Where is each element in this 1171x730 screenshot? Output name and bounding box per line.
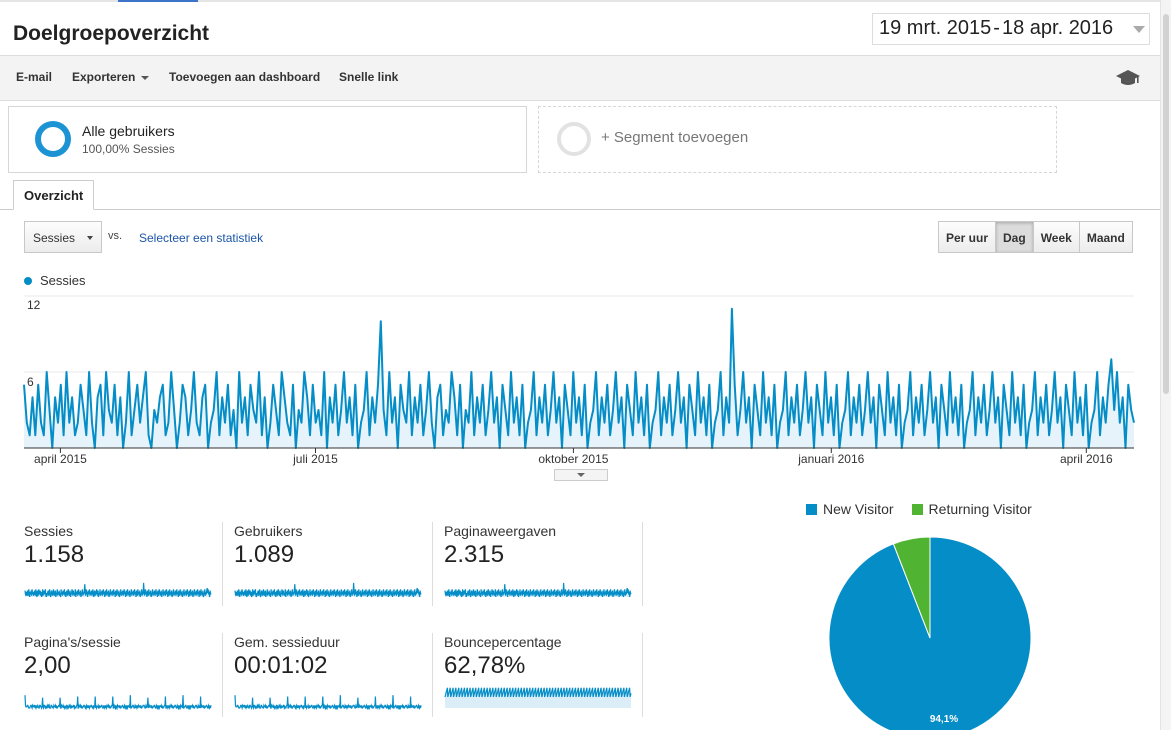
x-tick-label: april 2015 <box>34 452 87 466</box>
export-button[interactable]: Exporteren <box>72 70 150 84</box>
y-tick-label: 6 <box>27 375 34 389</box>
series-line <box>23 307 1135 449</box>
chevron-down-icon <box>577 473 585 477</box>
stat-value: 2,00 <box>24 652 71 679</box>
sparkline-line <box>234 695 422 710</box>
stat-label: Gem. sessieduur <box>234 634 340 650</box>
pie-legend-new-label: New Visitor <box>823 501 894 517</box>
scrollbar-thumb[interactable] <box>1163 14 1169 394</box>
stat-value: 1.089 <box>234 541 295 568</box>
legend-label: Sessies <box>40 273 86 288</box>
x-tick-label: oktober 2015 <box>538 452 608 466</box>
report-toolbar: E-mail Exporteren Toevoegen aan dashboar… <box>0 55 1160 101</box>
sparkline-line <box>234 582 422 598</box>
sessions-chart[interactable]: 12 6 april 2015 juli 2015 oktober 2015 januar… <box>0 290 1160 470</box>
pie-slice-returning-visitor <box>892 536 931 639</box>
period-month-button[interactable]: Maand <box>1079 221 1133 253</box>
add-to-dashboard-button[interactable]: Toevoegen aan dashboard <box>169 70 321 84</box>
stat-value: 1.158 <box>24 541 85 568</box>
chart-legend: Sessies <box>24 273 86 288</box>
date-separator: - <box>993 17 1000 39</box>
sparkline-line <box>444 687 632 698</box>
sparkline-area <box>445 687 631 708</box>
stat-value: 00:01:02 <box>234 652 328 679</box>
chevron-down-icon <box>1133 26 1145 33</box>
pie-legend-returning-label: Returning Visitor <box>928 501 1032 517</box>
period-toggle: Per uur Dag Week Maand <box>938 221 1133 253</box>
metric-select-value: Sessies <box>33 231 76 245</box>
pie-legend: New Visitor Returning Visitor <box>806 501 1032 517</box>
date-end: 18 apr. 2016 <box>1001 17 1114 39</box>
stat-value: 2.315 <box>444 541 505 568</box>
pie-slice-label: 94,1% <box>930 714 958 725</box>
pie-legend-new[interactable]: New Visitor <box>806 501 894 517</box>
pie-legend-returning[interactable]: Returning Visitor <box>911 501 1032 517</box>
stat-divider <box>222 522 223 606</box>
sparkline <box>234 582 422 598</box>
y-tick-label: 12 <box>27 298 41 312</box>
x-tick-label: juli 2015 <box>292 452 338 466</box>
sparkline <box>444 687 632 708</box>
export-label: Exporteren <box>72 70 136 84</box>
sparkline <box>234 695 422 710</box>
sparkline-line <box>24 582 212 598</box>
metric-select[interactable]: Sessies <box>24 221 102 253</box>
sparkline-line <box>24 695 212 710</box>
sparkline <box>24 582 212 598</box>
stat-label: Sessies <box>24 523 74 539</box>
date-range-picker[interactable]: 19 mrt. 2015-18 apr. 2016 <box>872 13 1150 45</box>
segment-subtitle: 100,00% Sessies <box>82 142 175 156</box>
tab-accent <box>118 0 198 2</box>
stat-divider <box>432 522 433 606</box>
stat-divider <box>432 633 433 717</box>
shortcut-button[interactable]: Snelle link <box>339 70 399 84</box>
chevron-down-icon <box>141 75 150 80</box>
stat-pageviews: Paginaweergaven 2.315 <box>444 523 644 608</box>
chart-collapse-toggle[interactable] <box>554 469 608 481</box>
stat-label: Bouncepercentage <box>444 634 562 650</box>
period-week-button[interactable]: Week <box>1033 221 1080 253</box>
graduation-cap-icon[interactable] <box>1115 68 1141 88</box>
stat-label: Paginaweergaven <box>444 523 557 539</box>
tab-overview[interactable]: Overzicht <box>13 180 95 210</box>
vs-label: vs. <box>108 230 123 242</box>
series-area <box>24 308 1134 448</box>
sparkline <box>444 582 632 598</box>
stat-avg-session-duration: Gem. sessieduur 00:01:02 <box>234 634 434 719</box>
page-title: Doelgroepoverzicht <box>13 22 210 45</box>
period-day-button[interactable]: Dag <box>996 221 1034 253</box>
add-segment-label: + Segment toevoegen <box>601 129 749 146</box>
segment-ring-icon <box>35 121 71 157</box>
segment-all-users[interactable]: Alle gebruikers 100,00% Sessies <box>8 106 527 173</box>
page-scrollbar[interactable] <box>1160 0 1171 730</box>
x-tick-label: april 2016 <box>1060 452 1113 466</box>
tab-divider <box>0 209 1160 210</box>
stat-divider <box>642 522 643 606</box>
compare-metric-link[interactable]: Selecteer een statistiek <box>139 231 264 245</box>
x-tick-label: januari 2016 <box>797 452 864 466</box>
visitor-type-pie[interactable]: 94,1% <box>820 528 1040 730</box>
stat-label: Gebruikers <box>234 523 303 539</box>
stat-bounce-rate: Bouncepercentage 62,78% <box>444 634 644 719</box>
stat-divider <box>222 633 223 717</box>
period-hour-button[interactable]: Per uur <box>938 221 997 253</box>
stat-sessions: Sessies 1.158 <box>24 523 224 608</box>
add-segment-button[interactable]: + Segment toevoegen <box>538 106 1057 173</box>
stat-users: Gebruikers 1.089 <box>234 523 434 608</box>
date-start: 19 mrt. 2015 <box>879 17 992 39</box>
stat-value: 62,78% <box>444 652 526 679</box>
segment-name: Alle gebruikers <box>82 123 175 139</box>
chevron-down-icon <box>87 236 93 240</box>
sparkline <box>24 695 212 710</box>
stat-divider <box>642 633 643 717</box>
sparkline-line <box>444 582 632 598</box>
stat-pages-per-session: Pagina's/sessie 2,00 <box>24 634 224 719</box>
legend-swatch <box>911 504 923 515</box>
legend-dot <box>24 277 32 285</box>
email-button[interactable]: E-mail <box>16 70 53 84</box>
top-border <box>0 0 1160 2</box>
empty-segment-ring-icon <box>557 122 591 156</box>
legend-swatch <box>806 504 817 515</box>
stat-label: Pagina's/sessie <box>24 634 121 650</box>
